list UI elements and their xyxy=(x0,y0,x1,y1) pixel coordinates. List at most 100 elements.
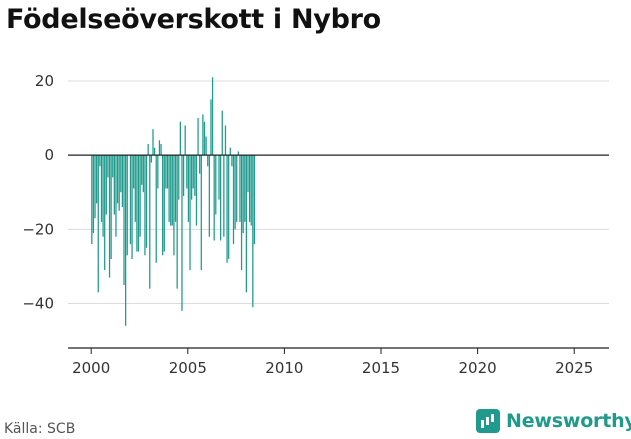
bar xyxy=(149,155,151,289)
bar xyxy=(250,155,252,226)
bar xyxy=(228,155,230,259)
bar xyxy=(155,155,157,263)
bar xyxy=(226,155,228,263)
bar xyxy=(244,155,246,222)
bar xyxy=(221,110,223,156)
bar xyxy=(194,155,196,196)
bar xyxy=(231,155,233,167)
bar xyxy=(247,155,249,193)
bar xyxy=(97,155,99,293)
bar xyxy=(158,140,161,156)
chart-title: Födelseöverskott i Nybro xyxy=(6,4,381,35)
source-label: Källa: SCB xyxy=(4,421,76,437)
bar xyxy=(191,155,193,200)
bar xyxy=(174,155,177,222)
bar xyxy=(234,155,236,230)
bar xyxy=(248,155,251,222)
bar xyxy=(213,155,215,241)
bar xyxy=(113,155,115,215)
y-tick-label: 20 xyxy=(35,72,54,90)
bar xyxy=(152,129,154,156)
bar xyxy=(91,155,93,245)
bar xyxy=(186,155,188,189)
bar xyxy=(232,155,235,245)
bar xyxy=(125,155,127,326)
bar xyxy=(200,155,202,271)
bar xyxy=(220,155,222,241)
bar xyxy=(144,155,146,256)
bar xyxy=(137,155,140,252)
bar xyxy=(178,155,180,200)
brand-name: Newsworthy xyxy=(506,410,631,432)
x-tick-label: 2005 xyxy=(169,359,207,377)
grid-lines xyxy=(68,80,609,304)
bar xyxy=(96,155,98,204)
bar xyxy=(136,155,138,252)
x-tick-label: 2010 xyxy=(265,359,303,377)
bar xyxy=(208,155,210,237)
bar xyxy=(176,155,178,289)
bar xyxy=(108,155,111,278)
y-tick-label: −40 xyxy=(22,294,54,312)
bar xyxy=(126,155,128,256)
bar xyxy=(99,155,101,167)
bar xyxy=(170,155,172,226)
bar xyxy=(100,155,103,222)
bar xyxy=(141,155,143,185)
x-tick-label: 2015 xyxy=(362,359,400,377)
bar xyxy=(237,151,239,156)
bar xyxy=(171,155,173,226)
bar xyxy=(147,144,149,156)
bar xyxy=(252,155,254,308)
bar xyxy=(121,155,124,208)
bar xyxy=(245,155,248,293)
bar xyxy=(182,155,185,196)
bar xyxy=(102,155,104,237)
bar xyxy=(120,155,122,193)
bar xyxy=(92,155,95,234)
bar-chart-icon xyxy=(476,409,500,433)
bar xyxy=(145,155,148,248)
bar xyxy=(229,147,231,156)
bar xyxy=(139,155,141,237)
bar xyxy=(116,155,119,204)
bar xyxy=(157,155,159,189)
bar xyxy=(197,118,199,156)
bar xyxy=(218,155,220,200)
y-tick-label: −20 xyxy=(22,220,54,238)
bar xyxy=(240,155,243,271)
bar xyxy=(166,155,169,189)
bar xyxy=(94,155,96,219)
bar xyxy=(195,155,198,226)
bar xyxy=(179,121,181,156)
bar xyxy=(123,155,125,285)
bar xyxy=(189,155,191,271)
bar xyxy=(160,144,162,156)
bar xyxy=(192,155,194,189)
bar xyxy=(223,155,225,237)
bar xyxy=(104,155,106,271)
bar xyxy=(224,125,227,156)
bar xyxy=(129,155,132,245)
bar xyxy=(207,155,209,167)
newsworthy-logo[interactable]: Newsworthy xyxy=(476,406,631,436)
y-axis-labels: 20 0 −20 −40 xyxy=(22,72,54,313)
bar xyxy=(236,155,238,222)
bar xyxy=(211,77,214,156)
bar xyxy=(184,125,186,156)
bar xyxy=(165,155,167,189)
bar xyxy=(203,121,206,156)
bar xyxy=(133,155,135,189)
x-tick-label: 2020 xyxy=(459,359,497,377)
bar xyxy=(199,155,201,174)
bar xyxy=(118,155,120,211)
bar xyxy=(181,155,183,311)
bar xyxy=(105,155,107,215)
bar xyxy=(253,155,256,245)
bar xyxy=(150,155,153,163)
bar xyxy=(134,155,136,222)
bar xyxy=(242,155,244,234)
bar xyxy=(112,155,114,178)
bar xyxy=(202,114,204,156)
bar xyxy=(142,155,144,193)
